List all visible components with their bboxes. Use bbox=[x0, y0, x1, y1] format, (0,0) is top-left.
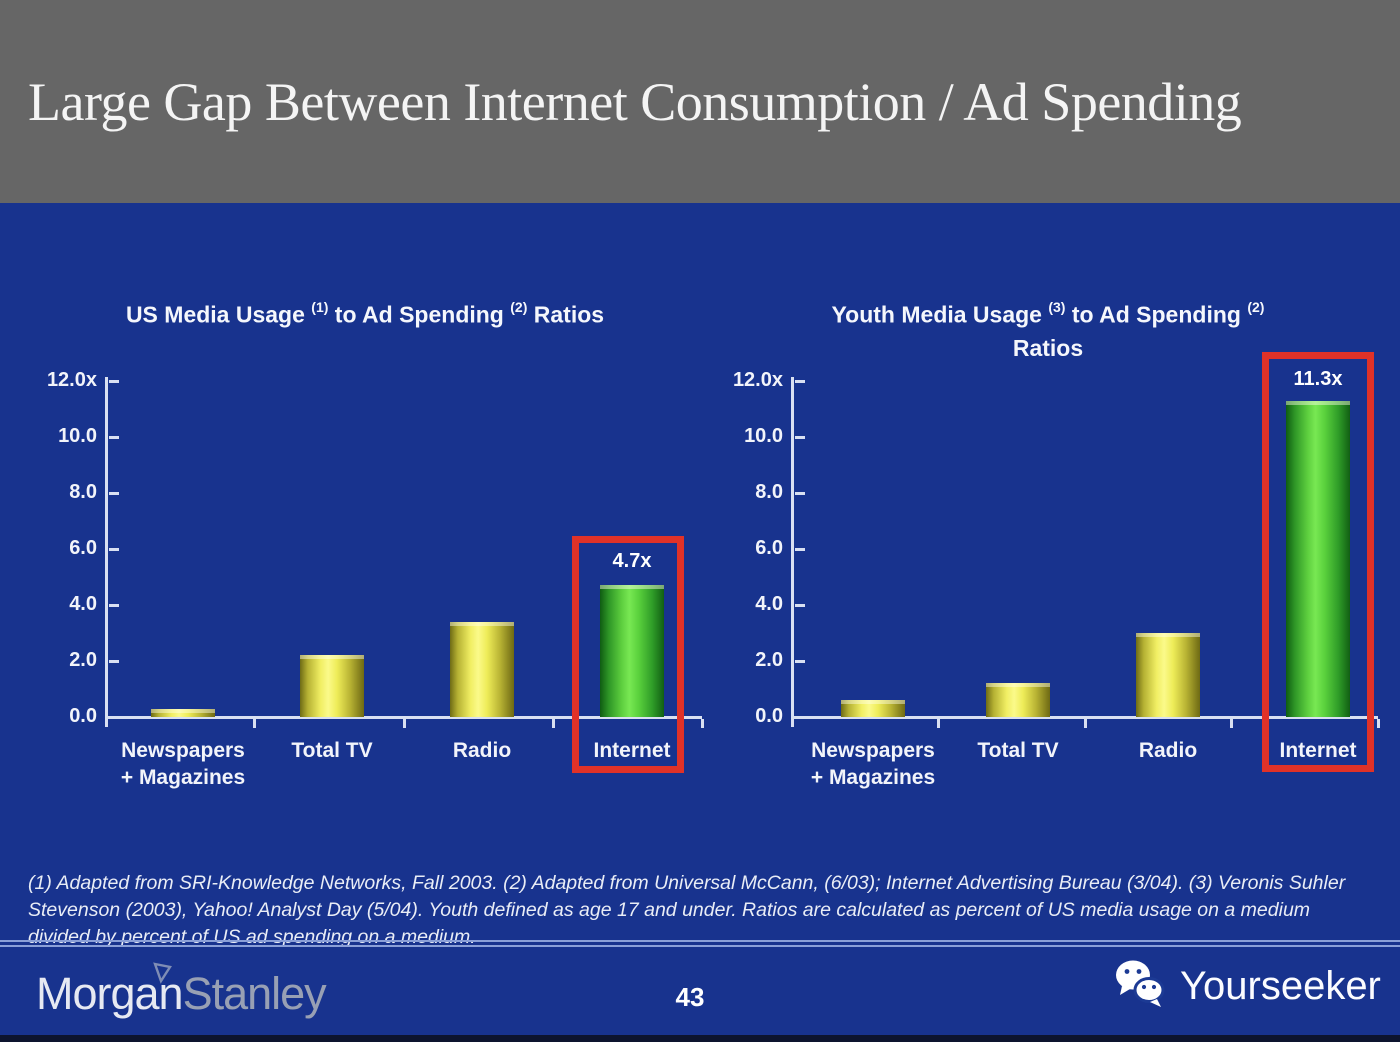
page-number: 43 bbox=[675, 982, 705, 1012]
category-label: Total TV bbox=[928, 737, 1108, 764]
y-axis-tick-label: 10.0 bbox=[58, 425, 97, 447]
chart-title-line: US Media Usage (1) to Ad Spending (2) Ra… bbox=[70, 293, 660, 332]
y-axis-tick bbox=[795, 492, 805, 495]
bar-internet bbox=[600, 585, 664, 717]
chart-title-superscript: (1) bbox=[311, 299, 329, 315]
category-label-line: Internet bbox=[1279, 739, 1357, 762]
chart-title-line: Ratios bbox=[758, 332, 1338, 365]
morgan-stanley-flag-icon bbox=[153, 962, 173, 989]
y-axis-tick bbox=[795, 436, 805, 439]
category-label: Radio bbox=[1078, 737, 1258, 764]
y-axis-tick bbox=[109, 716, 119, 719]
yourseeker-logo-text: Yourseeker bbox=[1180, 964, 1381, 1008]
y-axis-tick-label: 8.0 bbox=[755, 481, 783, 503]
chart-title: US Media Usage (1) to Ad Spending (2) Ra… bbox=[70, 293, 660, 332]
divider-line bbox=[0, 940, 1400, 942]
category-label-line: Total TV bbox=[291, 739, 373, 762]
category-label-line: + Magazines bbox=[120, 766, 246, 789]
chart-title-line: Youth Media Usage (3) to Ad Spending (2) bbox=[758, 293, 1338, 332]
x-axis-line bbox=[791, 716, 1378, 719]
y-axis-tick-label: 2.0 bbox=[755, 649, 783, 671]
x-axis-tick bbox=[1377, 719, 1380, 728]
wechat-icon bbox=[1112, 958, 1170, 1015]
value-label: 11.3x bbox=[1293, 368, 1343, 390]
chart-title-text: US Media Usage bbox=[125, 301, 312, 328]
y-axis-line bbox=[105, 377, 108, 727]
category-label: Newspapers + Magazines bbox=[783, 737, 963, 791]
y-axis-tick bbox=[109, 380, 119, 383]
y-axis-tick bbox=[795, 660, 805, 663]
bar-total-tv bbox=[300, 655, 364, 717]
y-axis-tick-label: 0.0 bbox=[69, 705, 97, 727]
y-axis-tick bbox=[109, 436, 119, 439]
value-label: 4.7x bbox=[612, 550, 652, 572]
bar-radio bbox=[450, 621, 514, 717]
y-axis-tick bbox=[109, 492, 119, 495]
y-axis-tick-label: 0.0 bbox=[755, 705, 783, 727]
y-axis-line bbox=[791, 377, 794, 727]
y-axis-tick bbox=[795, 716, 805, 719]
slide-title: Large Gap Between Internet Consumption /… bbox=[28, 71, 1242, 132]
bar-total-tv bbox=[986, 683, 1050, 717]
chart-title-superscript: (2) bbox=[510, 299, 528, 315]
footnote: (1) Adapted from SRI-Knowledge Networks,… bbox=[28, 872, 1346, 948]
y-axis-tick-label: 12.0x bbox=[46, 369, 97, 391]
category-label: Newspapers + Magazines bbox=[93, 737, 273, 791]
category-label-line: + Magazines bbox=[810, 766, 936, 789]
chart-title-text: to Ad Spending bbox=[1065, 301, 1248, 328]
y-axis-tick-label: 8.0 bbox=[69, 481, 97, 503]
y-axis-tick-label: 4.0 bbox=[755, 593, 783, 615]
category-label: Total TV bbox=[242, 737, 422, 764]
bar-newspapers bbox=[151, 708, 215, 717]
yourseeker-logo: Yourseeker bbox=[1112, 958, 1381, 1015]
chart-title-text: Youth Media Usage bbox=[831, 301, 1049, 328]
highlight-box bbox=[572, 536, 684, 773]
x-axis-tick bbox=[402, 719, 406, 728]
chart-title-text: to Ad Spending bbox=[328, 301, 511, 328]
y-axis-tick-label: 10.0 bbox=[744, 425, 783, 447]
y-axis-tick-label: 6.0 bbox=[755, 537, 783, 559]
bottom-strip bbox=[0, 1035, 1400, 1042]
y-axis-tick bbox=[109, 548, 119, 551]
bar-newspapers bbox=[841, 700, 905, 717]
divider-line bbox=[0, 945, 1400, 947]
category-label-line: Radio bbox=[452, 739, 512, 762]
category-label-line: Radio bbox=[1138, 739, 1198, 762]
category-label-line: Newspapers bbox=[121, 739, 245, 762]
x-axis-tick bbox=[253, 719, 257, 728]
y-axis-tick bbox=[795, 380, 805, 383]
category-label: Radio bbox=[392, 737, 572, 764]
chart-title-superscript: (3) bbox=[1048, 299, 1066, 315]
x-axis-tick bbox=[1083, 719, 1087, 728]
header-band: Large Gap Between Internet Consumption /… bbox=[0, 0, 1400, 203]
y-axis-tick-label: 12.0x bbox=[732, 369, 783, 391]
x-axis-tick bbox=[936, 719, 940, 728]
y-axis-tick-label: 2.0 bbox=[69, 649, 97, 671]
y-axis-tick-label: 6.0 bbox=[69, 537, 97, 559]
category-label-line: Total TV bbox=[977, 739, 1059, 762]
category-label: Internet bbox=[542, 737, 722, 764]
chart-title: Youth Media Usage (3) to Ad Spending (2)… bbox=[758, 293, 1338, 365]
category-label-line: Internet bbox=[593, 739, 671, 762]
y-axis-tick bbox=[795, 604, 805, 607]
chart-title-text: Ratios bbox=[527, 301, 605, 328]
x-axis-tick bbox=[551, 719, 555, 728]
chart-title-superscript: (2) bbox=[1247, 299, 1265, 315]
morgan-stanley-logo-stanley: Stanley bbox=[182, 968, 327, 1019]
x-axis-tick bbox=[1230, 719, 1234, 728]
chart-title-text: Ratios bbox=[1012, 334, 1084, 361]
category-label-line: Newspapers bbox=[811, 739, 935, 762]
x-axis-line bbox=[105, 716, 702, 719]
y-axis-tick bbox=[795, 548, 805, 551]
morgan-stanley-logo: MorganStanley bbox=[36, 968, 327, 1020]
bar-radio bbox=[1136, 633, 1200, 717]
y-axis-tick-label: 4.0 bbox=[69, 593, 97, 615]
bar-internet bbox=[1286, 400, 1350, 717]
highlight-box bbox=[1262, 352, 1374, 772]
y-axis-tick bbox=[109, 660, 119, 663]
category-label: Internet bbox=[1228, 737, 1400, 764]
x-axis-tick bbox=[701, 719, 704, 728]
y-axis-tick bbox=[109, 604, 119, 607]
